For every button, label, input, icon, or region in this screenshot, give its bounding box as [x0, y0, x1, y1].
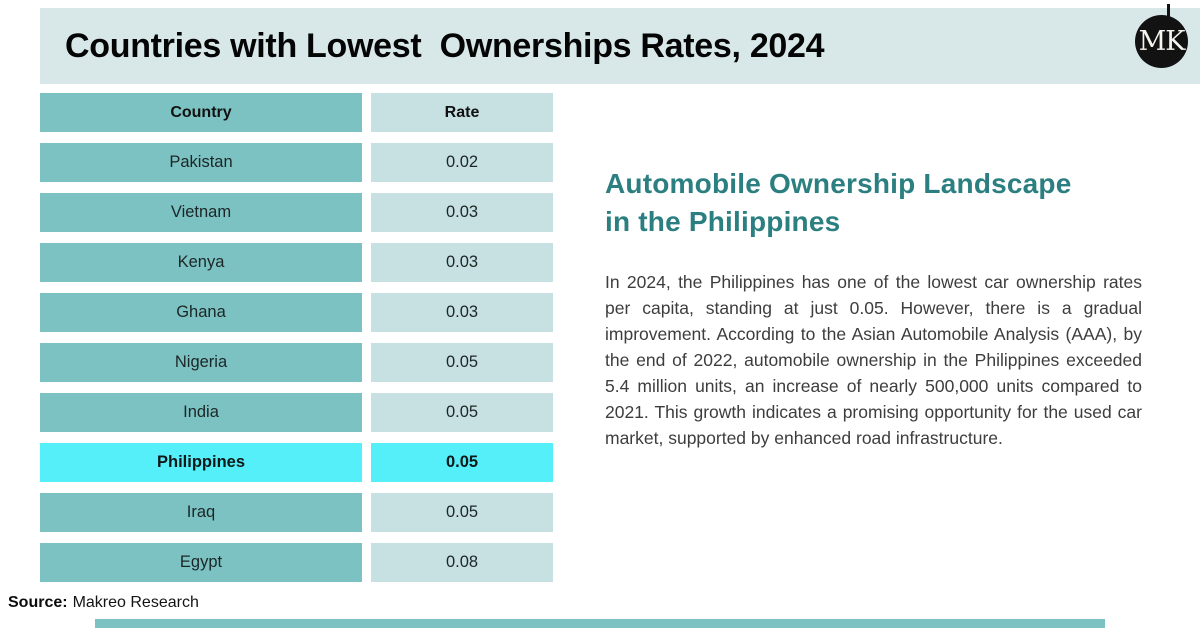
bottom-accent-bar: [95, 619, 1105, 628]
country-cell: Vietnam: [40, 193, 362, 232]
table-row: Kenya 0.03: [40, 243, 553, 282]
country-cell: Pakistan: [40, 143, 362, 182]
rate-cell: 0.03: [371, 243, 553, 282]
table-row: Vietnam 0.03: [40, 193, 553, 232]
source-label: Source:: [8, 594, 68, 611]
table-row: India 0.05: [40, 393, 553, 432]
ownership-rates-table: Country Rate Pakistan 0.02 Vietnam 0.03 Keny…: [40, 93, 553, 593]
logo-monogram: MK: [1138, 26, 1186, 57]
article-heading-line1: Automobile Ownership Landscape: [605, 168, 1072, 199]
rate-cell: 0.08: [371, 543, 553, 582]
country-cell: Philippines: [40, 443, 362, 482]
country-cell: Kenya: [40, 243, 362, 282]
table-row: Ghana 0.03: [40, 293, 553, 332]
country-cell: Ghana: [40, 293, 362, 332]
country-cell: India: [40, 393, 362, 432]
rate-cell: 0.05: [371, 443, 553, 482]
logo-k-ascender: [1167, 4, 1170, 18]
table-header-row: Country Rate: [40, 93, 553, 132]
table-row: Iraq 0.05: [40, 493, 553, 532]
table-row: Philippines 0.05: [40, 443, 553, 482]
rate-cell: 0.03: [371, 193, 553, 232]
source-value: Makreo Research: [72, 594, 199, 611]
article-panel: Automobile Ownership Landscape in the Ph…: [605, 165, 1142, 451]
page-title: Countries with Lowest Ownerships Rates, …: [65, 27, 825, 65]
makreo-logo: MK: [1135, 15, 1188, 68]
rate-cell: 0.05: [371, 493, 553, 532]
article-heading: Automobile Ownership Landscape in the Ph…: [605, 165, 1142, 241]
rate-cell: 0.05: [371, 393, 553, 432]
table-row: Egypt 0.08: [40, 543, 553, 582]
article-body: In 2024, the Philippines has one of the …: [605, 272, 1142, 448]
rates-table-body: Pakistan 0.02 Vietnam 0.03 Kenya 0.03 Ghana 0.0…: [40, 143, 553, 582]
rate-column-header: Rate: [371, 93, 553, 132]
country-cell: Iraq: [40, 493, 362, 532]
rate-cell: 0.02: [371, 143, 553, 182]
article-heading-line2: in the Philippines: [605, 206, 841, 237]
table-row: Pakistan 0.02: [40, 143, 553, 182]
rate-cell: 0.05: [371, 343, 553, 382]
source-line: Source: Makreo Research: [8, 594, 199, 612]
country-cell: Egypt: [40, 543, 362, 582]
rate-cell: 0.03: [371, 293, 553, 332]
header-band: Countries with Lowest Ownerships Rates, …: [40, 8, 1200, 84]
country-cell: Nigeria: [40, 343, 362, 382]
table-row: Nigeria 0.05: [40, 343, 553, 382]
country-column-header: Country: [40, 93, 362, 132]
